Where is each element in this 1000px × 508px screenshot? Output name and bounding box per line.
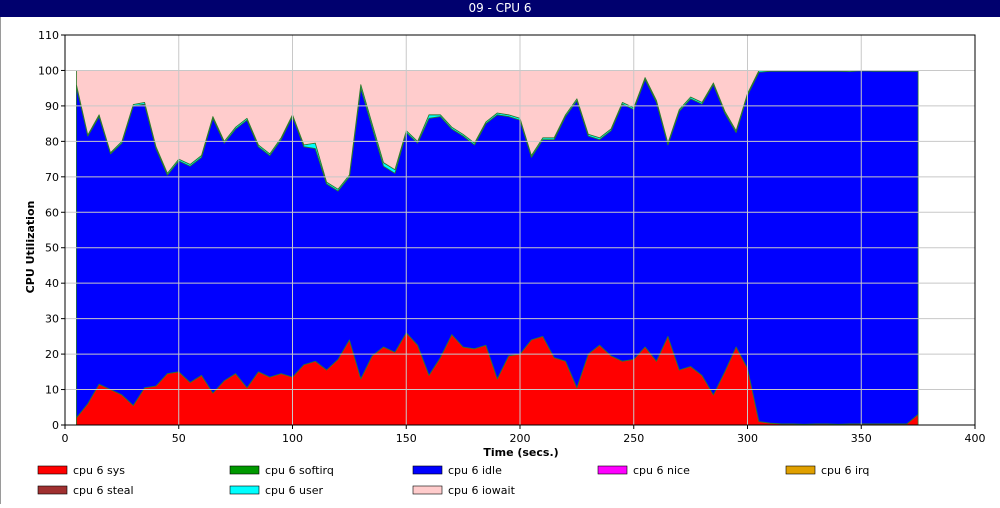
legend-swatch xyxy=(785,465,816,475)
y-tick-label: 30 xyxy=(45,313,59,326)
x-tick-label: 50 xyxy=(172,432,186,445)
cpu-utilization-chart: 0 50 100 150 200 250 300 350 400 0 10 20 30 40 50 60 70… xyxy=(24,29,986,497)
y-tick-label: 0 xyxy=(52,419,59,432)
legend-label: cpu 6 idle xyxy=(448,464,502,477)
legend-swatch xyxy=(412,485,443,495)
y-tick-label: 90 xyxy=(45,100,59,113)
legend-item: cpu 6 sys xyxy=(37,464,125,477)
y-axis-ticks: 0 10 20 30 40 50 60 70 80 90 100 110 xyxy=(38,29,65,432)
legend: cpu 6 sys cpu 6 softirq cpu 6 idle cpu 6 ni… xyxy=(37,464,869,497)
chart-area: 0 50 100 150 200 250 300 350 400 0 10 20 30 40 50 60 70… xyxy=(0,17,1000,504)
y-tick-label: 70 xyxy=(45,171,59,184)
x-tick-label: 0 xyxy=(62,432,69,445)
legend-label: cpu 6 user xyxy=(265,484,323,497)
legend-item: cpu 6 nice xyxy=(597,464,690,477)
x-axis-label: Time (secs.) xyxy=(483,446,558,459)
legend-label: cpu 6 softirq xyxy=(265,464,334,477)
legend-label: cpu 6 nice xyxy=(633,464,690,477)
legend-item: cpu 6 steal xyxy=(37,484,134,497)
y-tick-label: 10 xyxy=(45,384,59,397)
legend-item: cpu 6 idle xyxy=(412,464,502,477)
legend-item: cpu 6 user xyxy=(229,484,323,497)
x-tick-label: 350 xyxy=(851,432,872,445)
legend-swatch xyxy=(229,485,260,495)
legend-item: cpu 6 irq xyxy=(785,464,869,477)
x-tick-label: 150 xyxy=(396,432,417,445)
x-tick-label: 250 xyxy=(623,432,644,445)
legend-swatch xyxy=(229,465,260,475)
y-tick-label: 20 xyxy=(45,348,59,361)
legend-label: cpu 6 irq xyxy=(821,464,869,477)
y-tick-label: 60 xyxy=(45,206,59,219)
legend-swatch xyxy=(597,465,628,475)
x-tick-label: 100 xyxy=(282,432,303,445)
y-tick-label: 100 xyxy=(38,64,59,77)
y-tick-label: 80 xyxy=(45,135,59,148)
window-title: 09 - CPU 6 xyxy=(468,1,532,15)
x-tick-label: 200 xyxy=(510,432,531,445)
window-title-bar: 09 - CPU 6 xyxy=(0,0,1000,17)
y-tick-label: 40 xyxy=(45,277,59,290)
x-axis-ticks: 0 50 100 150 200 250 300 350 400 xyxy=(62,425,986,445)
y-tick-label: 50 xyxy=(45,242,59,255)
legend-item: cpu 6 iowait xyxy=(412,484,516,497)
legend-swatch xyxy=(37,465,68,475)
grid-lines xyxy=(65,35,975,425)
legend-label: cpu 6 iowait xyxy=(448,484,516,497)
y-tick-label: 110 xyxy=(38,29,59,42)
legend-item: cpu 6 softirq xyxy=(229,464,334,477)
legend-swatch xyxy=(37,485,68,495)
y-axis-label: CPU Utilization xyxy=(24,201,37,294)
x-tick-label: 400 xyxy=(965,432,986,445)
legend-label: cpu 6 steal xyxy=(73,484,134,497)
legend-label: cpu 6 sys xyxy=(73,464,125,477)
legend-swatch xyxy=(412,465,443,475)
x-tick-label: 300 xyxy=(737,432,758,445)
